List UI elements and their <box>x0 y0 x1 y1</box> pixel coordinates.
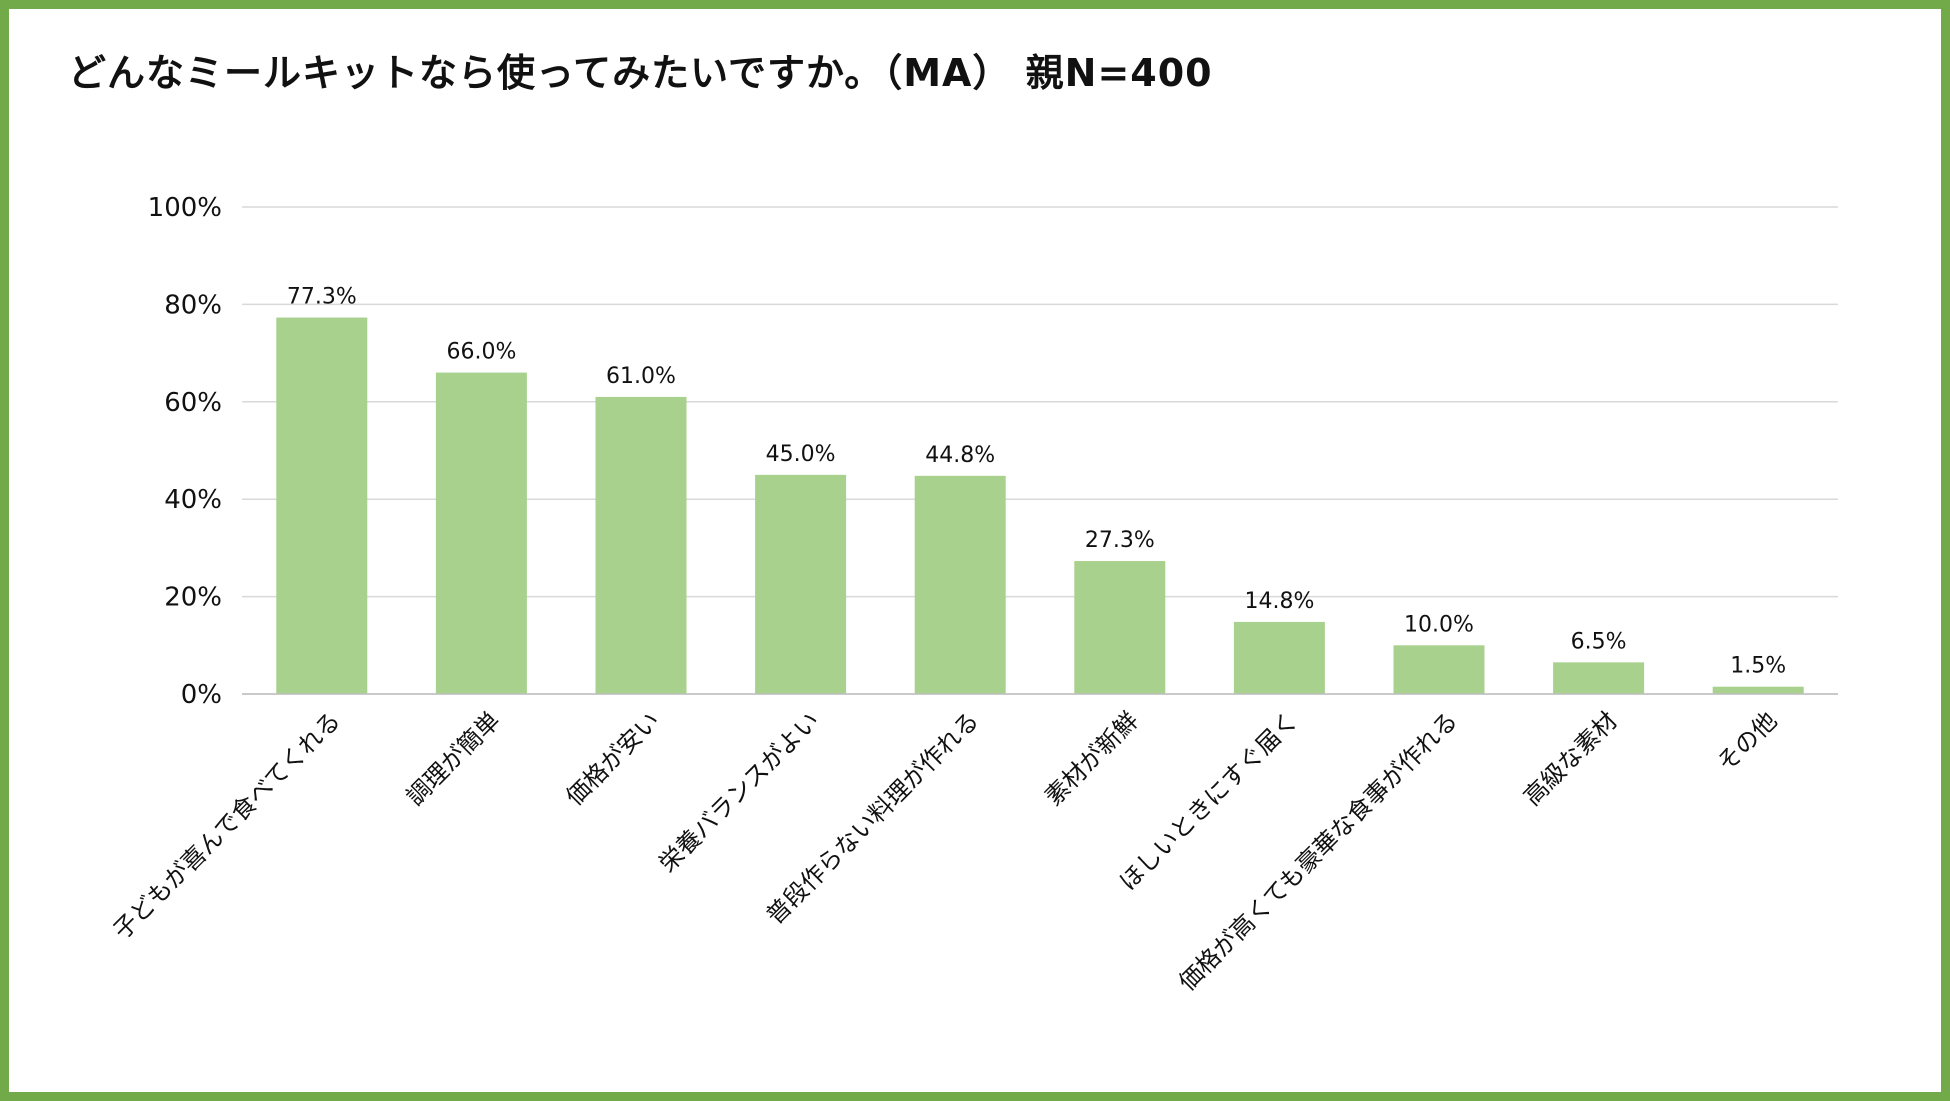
data-label: 44.8% <box>925 443 995 468</box>
y-tick-label: 60% <box>164 388 222 418</box>
bar <box>1233 621 1325 694</box>
data-label: 14.8% <box>1244 589 1314 614</box>
bar <box>1712 686 1804 694</box>
bar <box>435 372 527 694</box>
category-label: 素材が新鮮 <box>1039 706 1144 811</box>
data-label: 1.5% <box>1730 654 1786 679</box>
y-tick-label: 20% <box>164 583 222 613</box>
y-tick-label: 40% <box>164 485 222 515</box>
data-label: 10.0% <box>1404 612 1474 637</box>
category-label: その他 <box>1712 706 1783 777</box>
category-label: 子どもが喜んで食べてくれる <box>108 706 346 944</box>
category-label: 高級な素材 <box>1518 706 1623 811</box>
category-label: 価格が安い <box>561 706 666 811</box>
y-tick-label: 100% <box>148 193 222 223</box>
category-label: 調理が簡単 <box>401 706 506 811</box>
bar <box>1393 645 1485 694</box>
bar <box>914 475 1006 694</box>
bar <box>755 474 847 694</box>
category-label: 栄養バランスがよい <box>653 706 824 877</box>
y-tick-label: 0% <box>181 680 222 710</box>
category-label: ほしいときにすぐ届く <box>1114 706 1304 896</box>
bar <box>595 396 687 694</box>
chart-title: どんなミールキットなら使ってみたいですか。（MA） 親N=400 <box>68 51 1213 95</box>
bar <box>1553 662 1645 694</box>
bar <box>1074 561 1166 694</box>
y-tick-label: 80% <box>164 290 222 320</box>
data-label: 45.0% <box>766 442 836 467</box>
data-label: 27.3% <box>1085 528 1155 553</box>
data-label: 61.0% <box>606 364 676 389</box>
data-label: 6.5% <box>1571 629 1627 654</box>
data-label: 66.0% <box>446 340 516 365</box>
category-label: 価格が高くても豪華な食事が作れる <box>1173 706 1463 996</box>
bar <box>276 317 368 694</box>
data-label: 77.3% <box>287 285 357 310</box>
